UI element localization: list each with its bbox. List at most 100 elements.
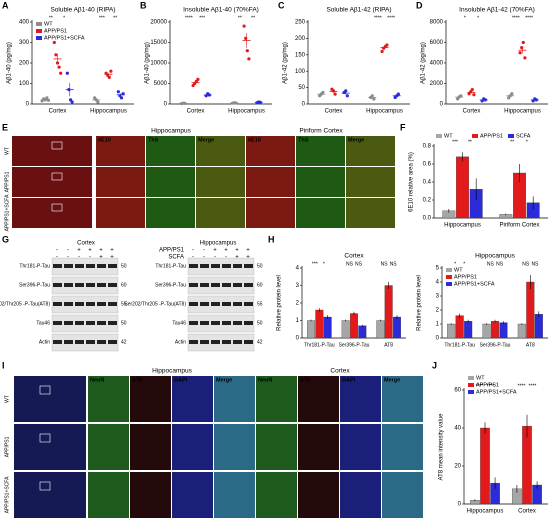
band <box>233 302 242 306</box>
significance: ** <box>468 139 472 145</box>
micrograph <box>130 472 171 518</box>
bar <box>499 322 508 339</box>
y-tick-label: 0 <box>296 336 300 342</box>
band <box>233 321 242 325</box>
significance: * <box>63 15 65 21</box>
bar <box>323 316 332 339</box>
sign: - <box>214 255 216 261</box>
band <box>200 264 209 268</box>
sign: + <box>246 248 250 254</box>
sign: - <box>192 255 194 261</box>
brain-image <box>14 424 86 470</box>
significance: ** <box>113 15 117 21</box>
legend-label: WT <box>444 133 453 139</box>
band <box>233 340 242 344</box>
band <box>222 283 231 287</box>
panel-label: J <box>432 360 437 370</box>
blot-header: Cortex <box>77 241 95 247</box>
legend-label: WT <box>476 375 485 381</box>
band <box>200 302 209 306</box>
chart-title: Soluble Aβ1-42 (RIPA) <box>326 7 391 14</box>
band-label: Ser202/Thr205 -P-Tau(AT8) <box>0 301 50 307</box>
data-point <box>245 49 249 53</box>
band <box>97 283 106 287</box>
channel-label: Merge <box>348 137 364 143</box>
micrograph <box>346 198 395 228</box>
channel-label: DAPI <box>342 377 356 383</box>
significance: ** <box>49 15 53 21</box>
significance: *** <box>99 15 105 21</box>
band <box>97 340 106 344</box>
bar <box>480 427 490 505</box>
x-tick-label: Hippocampus <box>90 109 127 115</box>
x-tick-label: Cortex <box>187 109 205 115</box>
data-point <box>109 69 113 73</box>
micrograph <box>346 136 395 166</box>
legend-swatch <box>446 268 452 272</box>
x-tick-label: AT8 <box>384 342 393 348</box>
significance: * <box>463 261 465 267</box>
significance: **** <box>185 15 193 21</box>
x-tick-label: Cortex <box>518 509 536 515</box>
y-tick-label: 0.2 <box>423 198 432 204</box>
image-header: Hippocampus <box>152 368 192 375</box>
panel-label: G <box>2 234 9 244</box>
band-label: Ser396-P-Tau <box>155 282 186 288</box>
channel-label: Merge <box>384 377 400 383</box>
band <box>53 340 62 344</box>
significance: NS <box>487 261 495 267</box>
data-point <box>344 89 348 93</box>
data-point <box>385 43 389 47</box>
significance: * <box>464 15 466 21</box>
legend-swatch <box>446 275 452 279</box>
significance: * <box>526 139 528 145</box>
bar <box>490 321 500 339</box>
y-axis-label: AT8 mean intensity value <box>439 413 445 481</box>
micrograph <box>96 136 145 166</box>
band-label: Ser202/Thr205 -P-Tau(AT8) <box>124 301 186 307</box>
significance: *** <box>199 15 205 21</box>
legend-label: WT <box>454 267 463 273</box>
significance: NS <box>390 261 398 267</box>
sign: - <box>225 255 227 261</box>
legend-swatch <box>36 29 42 33</box>
band <box>244 264 253 268</box>
y-tick-label: 20000 <box>150 20 167 26</box>
row-label: APP/PS1 <box>4 436 10 457</box>
y-tick-label: 2 <box>436 308 440 314</box>
micrograph <box>340 424 381 470</box>
y-tick-label: 150 <box>295 52 306 58</box>
bar <box>482 323 491 339</box>
y-tick-label: 60 <box>454 388 461 394</box>
significance: NS <box>522 261 530 267</box>
band <box>53 264 62 268</box>
blot <box>187 333 255 352</box>
band <box>211 321 220 325</box>
data-point <box>523 56 527 60</box>
band <box>64 264 73 268</box>
data-point <box>70 100 74 104</box>
x-tick-label: Hippocampus <box>444 223 481 229</box>
x-tick-label: Hippocampus <box>228 109 265 115</box>
band-label: Actin <box>39 339 50 345</box>
y-tick-label: 50 <box>298 85 305 91</box>
legend-label: SCFA <box>516 133 531 139</box>
sign: - <box>78 255 80 261</box>
band <box>189 302 198 306</box>
micrograph <box>256 376 297 422</box>
micrograph <box>246 198 295 228</box>
data-point <box>244 36 248 41</box>
band <box>86 340 95 344</box>
micrograph <box>146 136 195 166</box>
micrograph <box>382 472 423 518</box>
mw-label: 42 <box>257 339 263 345</box>
band <box>53 283 62 287</box>
inset-box <box>39 433 51 443</box>
micrograph <box>298 472 339 518</box>
significance: ** <box>510 139 514 145</box>
panel-label: I <box>2 360 5 370</box>
x-tick-label: Ser396-P-Tau <box>339 342 370 348</box>
significance: * <box>454 261 456 267</box>
band <box>211 340 220 344</box>
band <box>211 302 220 306</box>
